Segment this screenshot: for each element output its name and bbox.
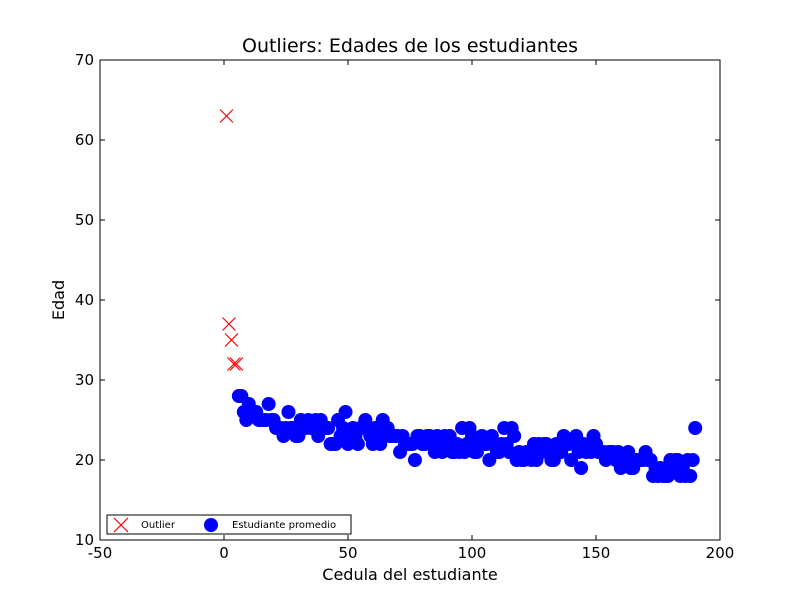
plot-area [219,109,703,483]
x-tick-label: 0 [219,544,229,562]
x-axis-label: Cedula del estudiante [322,565,497,584]
legend-marker-outlier [113,517,129,533]
data-point-outlier [226,357,241,371]
axis-ticks: -50 0 50 100 150 200 10 20 30 40 50 60 70 [75,51,734,562]
data-point-estudiante [261,397,276,411]
data-point-estudiante [338,405,353,419]
data-point-outlier [219,109,234,123]
x-tick-label: -50 [88,544,113,562]
data-point-outlier [224,333,239,347]
legend: Outlier Estudiante promedio [106,514,352,535]
y-tick-label: 40 [75,291,94,309]
y-axis-label: Edad [49,280,68,320]
legend-marker-estudiante [204,518,218,532]
data-point-estudiante [688,421,703,435]
x-tick-label: 200 [706,544,735,562]
y-tick-label: 60 [75,131,94,149]
data-point-estudiante [507,429,522,443]
y-tick-label: 70 [75,51,94,69]
data-point-estudiante [685,453,700,467]
y-tick-label: 50 [75,211,94,229]
legend-box [106,514,352,535]
x-tick-label: 100 [458,544,487,562]
legend-label-estudiante: Estudiante promedio [232,520,336,531]
y-tick-label: 10 [75,531,94,549]
data-point-estudiante [350,437,365,451]
data-point-estudiante [407,453,422,467]
legend-label-outlier: Outlier [141,520,176,531]
data-point-outlier [222,317,236,331]
data-point-estudiante [281,405,296,419]
y-tick-label: 30 [75,371,94,389]
data-point-estudiante [321,421,336,435]
y-tick-label: 20 [75,451,94,469]
data-point-outlier [229,357,244,371]
chart-title: Outliers: Edades de los estudiantes [242,35,578,57]
data-point-estudiante [683,469,698,483]
x-tick-label: 50 [338,544,357,562]
data-point-estudiante [574,461,589,475]
x-tick-label: 150 [582,544,611,562]
